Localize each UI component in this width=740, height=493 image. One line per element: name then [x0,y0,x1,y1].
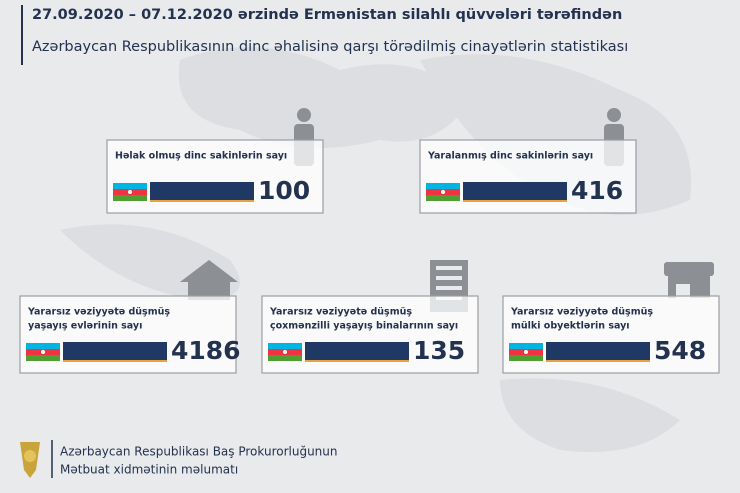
card-label: Həlak olmuş dinc sakinlərin sayı [115,151,287,162]
bar [463,182,567,201]
flag-stripe [268,343,302,349]
card: Yaralanmış dinc sakinlərin sayı 416 [419,139,637,214]
card-value: 548 [654,336,706,365]
flag-stripe [113,183,147,189]
flag-crescent [441,190,445,194]
flag-crescent [524,350,528,354]
card-value: 135 [413,336,465,365]
flag-stripe [426,195,460,201]
flag-stripe [509,355,543,361]
header-line-1: 27.09.2020 – 07.12.2020 ərzində Ermənist… [32,7,622,23]
card-label: Yararsız vəziyyətə düşmüş [27,307,170,318]
header-line-2: Azərbaycan Respublikasının dinc əhalisin… [32,39,628,55]
card-label: Yararsız vəziyyətə düşmüş [269,307,412,318]
flag-crescent [128,190,132,194]
bar-underline [63,360,167,362]
bar-underline [150,200,254,202]
bar-underline [463,200,567,202]
card-value: 416 [571,176,623,205]
card-label: mülki obyektlərin sayı [511,321,630,332]
emblem [20,442,40,478]
bar-underline [546,360,650,362]
cards: Həlak olmuş dinc sakinlərin sayı 100 Yaral… [19,139,720,374]
flag-stripe [113,195,147,201]
house-icon [180,260,238,300]
card-value: 4186 [171,336,241,365]
card: Yararsız vəziyyətə düşmüş çoxmənzilli yaş… [261,295,479,374]
footer-line: Mətbuat xidmətinin məlumatı [60,463,238,477]
bar [150,182,254,201]
flag-crescent [283,350,287,354]
bar [546,342,650,361]
card: Yararsız vəziyyətə düşmüş yaşayış evlərin… [19,295,241,374]
card: Yararsız vəziyyətə düşmüş mülki obyektlər… [502,295,720,374]
footer-line: Azərbaycan Respublikası Baş Prokurorluğu… [60,445,338,459]
bar [305,342,409,361]
card-label: yaşayış evlərinin sayı [28,321,142,332]
card-label: Yaralanmış dinc sakinlərin sayı [427,151,593,162]
bar-underline [305,360,409,362]
card-label: çoxmənzilli yaşayış binalarının sayı [270,321,458,332]
card-label: Yararsız vəziyyətə düşmüş [510,307,653,318]
flag-stripe [26,355,60,361]
flag-stripe [26,343,60,349]
flag-stripe [268,355,302,361]
flag-stripe [426,183,460,189]
flag-crescent [41,350,45,354]
card: Həlak olmuş dinc sakinlərin sayı 100 [106,139,324,214]
bar [63,342,167,361]
map-background [60,47,692,452]
shop-icon [664,262,714,298]
flag-stripe [509,343,543,349]
card-value: 100 [258,176,310,205]
